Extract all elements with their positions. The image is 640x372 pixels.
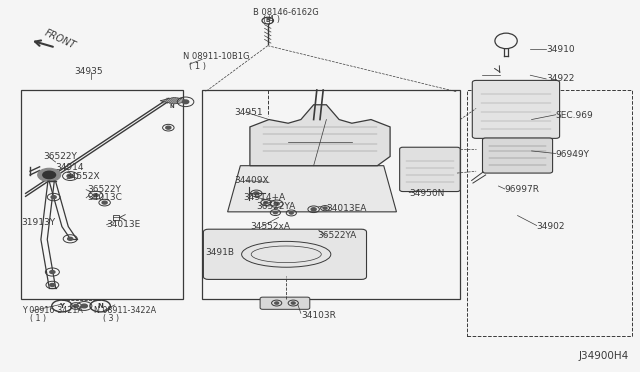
Circle shape bbox=[68, 237, 73, 240]
Bar bbox=[467, 90, 632, 336]
Circle shape bbox=[81, 304, 88, 308]
Polygon shape bbox=[250, 105, 390, 166]
Text: N 08911-10B1G: N 08911-10B1G bbox=[183, 52, 250, 61]
Text: ( 1 ): ( 1 ) bbox=[189, 61, 206, 71]
Text: J34900H4: J34900H4 bbox=[579, 352, 629, 361]
Bar bbox=[20, 90, 183, 299]
Circle shape bbox=[166, 126, 171, 129]
Text: 34409X: 34409X bbox=[234, 176, 269, 185]
Circle shape bbox=[291, 302, 295, 304]
Text: 36522YA: 36522YA bbox=[317, 231, 356, 240]
Text: 34552xA: 34552xA bbox=[250, 222, 290, 231]
Circle shape bbox=[264, 202, 268, 204]
Text: Y 08916-3421A: Y 08916-3421A bbox=[22, 306, 83, 315]
Text: 34013C: 34013C bbox=[88, 193, 122, 202]
Text: 36522YA: 36522YA bbox=[256, 202, 296, 211]
Polygon shape bbox=[160, 97, 185, 104]
Circle shape bbox=[43, 171, 56, 179]
Text: 34914+A: 34914+A bbox=[244, 193, 285, 202]
Text: N 08911-3422A: N 08911-3422A bbox=[94, 306, 156, 315]
Text: N: N bbox=[170, 104, 175, 109]
Circle shape bbox=[102, 201, 107, 204]
Text: 34950N: 34950N bbox=[409, 189, 445, 198]
Bar bbox=[202, 90, 460, 299]
Text: 34935: 34935 bbox=[75, 67, 103, 76]
Text: 34902: 34902 bbox=[537, 222, 565, 231]
Text: B: B bbox=[266, 18, 270, 23]
Circle shape bbox=[93, 194, 99, 197]
Text: 34103R: 34103R bbox=[301, 311, 336, 320]
Circle shape bbox=[51, 196, 56, 199]
Text: Y: Y bbox=[60, 303, 65, 309]
Circle shape bbox=[311, 208, 316, 211]
Text: 34013E: 34013E bbox=[106, 220, 141, 229]
Circle shape bbox=[67, 174, 74, 178]
Text: 34951: 34951 bbox=[234, 108, 262, 117]
Text: 31913Y: 31913Y bbox=[22, 218, 56, 227]
Text: ( 1 ): ( 1 ) bbox=[30, 314, 46, 323]
Text: FRONT: FRONT bbox=[43, 28, 77, 51]
Text: N: N bbox=[97, 303, 103, 309]
Text: 96949Y: 96949Y bbox=[556, 150, 590, 159]
Text: ( 4 ): ( 4 ) bbox=[262, 15, 280, 24]
Circle shape bbox=[50, 283, 55, 286]
Text: ( 3 ): ( 3 ) bbox=[103, 314, 120, 323]
Text: 34013EA: 34013EA bbox=[326, 203, 367, 213]
Circle shape bbox=[323, 207, 327, 209]
Circle shape bbox=[50, 270, 55, 273]
FancyBboxPatch shape bbox=[260, 297, 310, 310]
Circle shape bbox=[273, 211, 277, 214]
Circle shape bbox=[182, 100, 189, 104]
FancyBboxPatch shape bbox=[472, 80, 559, 138]
Circle shape bbox=[253, 192, 259, 195]
Text: 34910: 34910 bbox=[546, 45, 575, 54]
FancyBboxPatch shape bbox=[204, 229, 367, 279]
Text: 36522Y: 36522Y bbox=[88, 185, 122, 194]
Text: 34922: 34922 bbox=[546, 74, 575, 83]
Text: 3491B: 3491B bbox=[205, 248, 234, 257]
Text: 36522Y: 36522Y bbox=[43, 152, 77, 161]
Circle shape bbox=[38, 168, 61, 182]
FancyBboxPatch shape bbox=[399, 147, 460, 192]
Text: SEC.969: SEC.969 bbox=[556, 111, 593, 121]
Text: 34914: 34914 bbox=[56, 163, 84, 172]
Text: 96997R: 96997R bbox=[505, 185, 540, 194]
Text: B 08146-6162G: B 08146-6162G bbox=[253, 8, 319, 17]
Text: 34552X: 34552X bbox=[65, 172, 100, 181]
Circle shape bbox=[274, 202, 279, 205]
Circle shape bbox=[275, 302, 278, 304]
Circle shape bbox=[289, 212, 293, 214]
Circle shape bbox=[74, 305, 79, 308]
FancyBboxPatch shape bbox=[483, 138, 552, 173]
Polygon shape bbox=[228, 166, 396, 212]
